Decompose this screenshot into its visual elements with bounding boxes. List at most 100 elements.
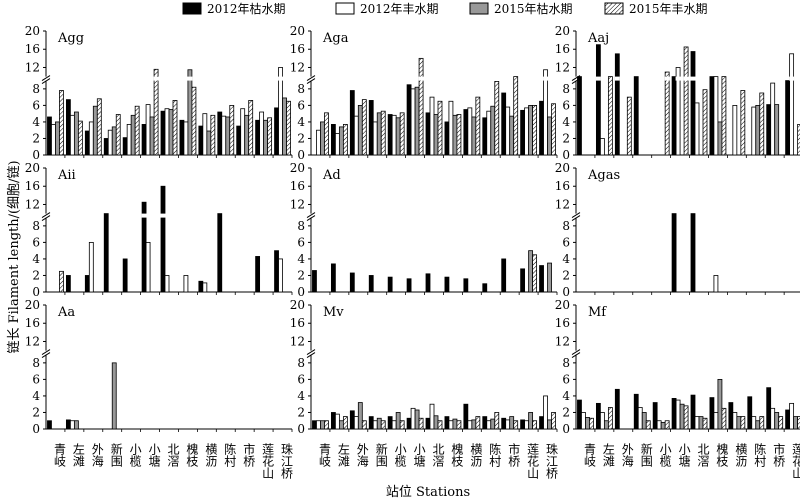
x-tick-label: 小榄 — [393, 443, 407, 467]
x-tick-label: 珠江桥 — [280, 443, 294, 480]
x-tick-label: 莲花山 — [261, 443, 275, 479]
bar — [334, 133, 340, 156]
bar — [774, 104, 780, 156]
y-tick-label: 0 — [297, 422, 305, 436]
bar — [599, 138, 605, 156]
bar — [376, 417, 382, 430]
bar — [320, 420, 325, 430]
bar — [349, 90, 355, 156]
bar — [225, 116, 231, 156]
bar — [391, 114, 397, 156]
y-tick-label: 2 — [562, 405, 570, 419]
bar — [240, 108, 246, 156]
bar — [759, 416, 765, 430]
bar — [122, 258, 128, 293]
y-tick-label: 0 — [297, 148, 305, 162]
bar — [637, 407, 643, 430]
x-tick-label: 横沥 — [734, 443, 748, 468]
bar — [361, 420, 367, 430]
bar-break-gap — [675, 76, 681, 81]
x-tick-label: 新围 — [639, 442, 653, 467]
bar — [467, 420, 473, 430]
x-tick-label: 横沥 — [204, 443, 218, 468]
bar — [324, 112, 329, 156]
bar — [551, 103, 556, 156]
bar — [713, 412, 719, 430]
x-tick-label: 小榄 — [658, 443, 672, 467]
bar — [380, 420, 386, 430]
x-tick-label: 小塘 — [412, 443, 426, 468]
bar — [399, 420, 405, 430]
bar — [683, 405, 689, 430]
bar — [614, 388, 620, 430]
bar — [702, 89, 708, 156]
y-tick-label: 0 — [32, 285, 40, 299]
x-tick-label: 左滩 — [336, 442, 350, 467]
bar-break-gap — [160, 213, 166, 218]
bar — [210, 114, 216, 156]
y-tick-label: 12 — [555, 60, 570, 74]
bar — [145, 241, 151, 293]
bar — [505, 419, 511, 430]
bar — [338, 126, 344, 156]
bar — [168, 109, 174, 156]
bar — [524, 107, 530, 156]
bar — [547, 419, 552, 430]
panel-aa: 0 2 4 6 8 12 16 20 Aa 青岐 左滩 外海 新围 小榄 小塘 北滘 槐枝 横沥 陈村 市桥 莲花山 珠江… — [25, 298, 294, 480]
bar — [406, 84, 412, 156]
x-tick-label: 左滩 — [601, 442, 615, 467]
bar — [713, 275, 719, 293]
bar — [429, 403, 435, 430]
bar — [141, 124, 147, 156]
bar — [766, 104, 772, 156]
bar — [122, 137, 128, 156]
bar — [607, 76, 613, 156]
y-tick-label: 20 — [25, 298, 40, 312]
bar — [501, 258, 507, 293]
bar — [149, 116, 155, 156]
bar — [660, 421, 666, 430]
bar — [770, 407, 776, 430]
bar — [675, 67, 681, 156]
panel-title: Aa — [57, 305, 75, 320]
panel-title: Aaj — [587, 31, 609, 46]
bar — [330, 124, 336, 156]
bar — [183, 121, 189, 156]
bar — [47, 116, 52, 156]
bar — [717, 121, 723, 156]
bar — [425, 273, 431, 293]
bar — [532, 420, 538, 430]
bar — [747, 396, 753, 430]
bar — [736, 416, 742, 430]
y-tick-label: 4 — [562, 115, 570, 129]
bar — [418, 57, 424, 156]
bar — [376, 112, 382, 156]
bar — [475, 416, 481, 430]
bar — [353, 416, 359, 430]
bar — [191, 86, 197, 156]
bar — [475, 96, 481, 156]
bar — [198, 280, 204, 293]
legend-swatch — [182, 2, 202, 15]
bar — [528, 412, 534, 430]
y-tick-label: 20 — [290, 161, 305, 175]
y-tick-label: 2 — [297, 405, 305, 419]
bar-break-gap — [153, 76, 159, 81]
bar — [444, 121, 450, 156]
y-tick-label: 20 — [25, 24, 40, 38]
bar — [69, 114, 75, 156]
bar — [490, 105, 496, 156]
y-tick-label: 8 — [32, 82, 40, 96]
bar — [452, 114, 458, 156]
bar — [126, 124, 132, 156]
y-tick-label: 4 — [32, 389, 40, 403]
bar — [391, 420, 397, 430]
bar — [202, 282, 208, 293]
bar — [603, 420, 609, 430]
y-tick-label: 8 — [562, 82, 570, 96]
bar — [702, 417, 708, 430]
bar — [217, 111, 223, 156]
bar — [785, 409, 791, 430]
bar — [490, 418, 496, 430]
bar — [282, 97, 287, 156]
